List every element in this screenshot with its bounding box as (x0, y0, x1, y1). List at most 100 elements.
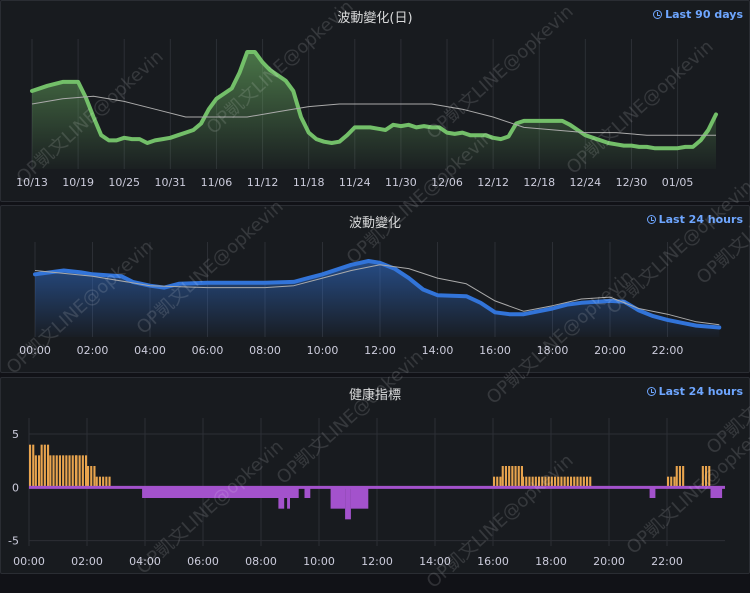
positive-bar (29, 444, 35, 488)
positive-bar-segment (504, 466, 507, 488)
positive-bar-segment (573, 476, 576, 488)
x-tick-label: 02:00 (71, 555, 103, 568)
x-tick-label: 10/25 (108, 176, 140, 189)
x-tick-label: 01/05 (662, 176, 694, 189)
time-range-picker[interactable]: Last 90 days (653, 8, 743, 21)
time-range-picker[interactable]: Last 24 hours (646, 385, 743, 398)
positive-bar-segment (670, 476, 673, 488)
time-range-picker[interactable]: Last 24 hours (646, 213, 743, 226)
negative-bar (304, 487, 311, 498)
clock-icon (646, 387, 656, 396)
panel-title[interactable]: 波動變化 (348, 216, 401, 231)
positive-bar-segment (47, 444, 50, 488)
positive-bar-segment (78, 455, 81, 488)
positive-bar-segment (557, 476, 560, 488)
positive-bar (701, 466, 711, 488)
positive-bar-segment (75, 455, 78, 488)
positive-bar-segment (550, 476, 553, 488)
positive-bar-segment (589, 476, 592, 488)
x-tick-label: 14:00 (422, 344, 454, 357)
positive-bar (675, 466, 685, 488)
x-tick-label: 00:00 (13, 555, 45, 568)
positive-bar (501, 466, 523, 488)
positive-bar-segment (544, 476, 547, 488)
positive-bar (34, 455, 41, 488)
positive-bar-segment (525, 476, 528, 488)
x-tick-label: 16:00 (479, 344, 511, 357)
positive-bar-segment (55, 455, 58, 488)
positive-bar-segment (514, 466, 517, 488)
negative-bar (362, 487, 369, 509)
panel-title[interactable]: 波動變化(日) (337, 11, 413, 26)
negative-bar-segment (649, 487, 656, 498)
negative-bar (330, 487, 346, 509)
positive-bar (40, 444, 50, 488)
negative-bar (710, 487, 723, 498)
x-tick-label: 12/18 (523, 176, 555, 189)
x-tick-label: 10/31 (154, 176, 186, 189)
positive-bar-segment (98, 476, 101, 488)
negative-bar-segment (345, 487, 351, 520)
positive-bar-segment (87, 466, 90, 488)
positive-bar-segment (32, 444, 35, 488)
x-tick-label: 11/30 (385, 176, 417, 189)
negative-bar-segment (304, 487, 311, 498)
positive-bar-segment (560, 476, 563, 488)
positive-bar-segment (520, 466, 523, 488)
negative-bar-segment (287, 487, 290, 509)
positive-bar-segment (511, 466, 514, 488)
positive-bar-segment (547, 476, 550, 488)
x-tick-label: 20:00 (593, 555, 625, 568)
positive-bar-segment (667, 476, 670, 488)
negative-bar-segment (278, 487, 285, 509)
x-tick-label: 10/19 (62, 176, 94, 189)
positive-bar-segment (43, 444, 46, 488)
positive-bar (49, 455, 77, 488)
x-tick-label: 08:00 (249, 344, 281, 357)
x-tick-label: 11/24 (339, 176, 371, 189)
positive-bar-segment (531, 476, 534, 488)
positive-bar-segment (49, 455, 52, 488)
x-tick-label: 12/30 (616, 176, 648, 189)
hourly-volatility-panel: 波動變化 Last 24 hours 00:00 02:00 04:00 06:00 0… (0, 205, 750, 373)
x-tick-label: 11/12 (247, 176, 279, 189)
negative-bar (345, 487, 351, 520)
positive-bar-segment (29, 444, 32, 488)
positive-bar-segment (58, 455, 61, 488)
x-tick-label: 06:00 (187, 555, 219, 568)
positive-bar (522, 476, 592, 488)
positive-bar-segment (501, 466, 504, 488)
positive-bar-segment (508, 466, 511, 488)
positive-bar-segment (538, 476, 541, 488)
panel-title[interactable]: 健康指標 (348, 388, 401, 403)
positive-bar-segment (34, 455, 37, 488)
positive-bar-segment (566, 476, 569, 488)
positive-bar-segment (517, 466, 520, 488)
negative-bar-segment (350, 487, 363, 509)
positive-bar-segment (68, 455, 71, 488)
clock-icon (653, 10, 663, 19)
positive-bar-segment (85, 455, 88, 488)
x-tick-label: 00:00 (19, 344, 51, 357)
positive-bar-segment (586, 476, 589, 488)
negative-bar (649, 487, 656, 498)
x-tick-label: 22:00 (651, 555, 683, 568)
positive-bar-segment (675, 466, 678, 488)
y-tick-label: 0 (12, 481, 19, 494)
positive-bar (95, 476, 111, 488)
negative-bar-segment (710, 487, 723, 498)
positive-bar-segment (534, 476, 537, 488)
negative-bar-segment (362, 487, 369, 509)
positive-bar-segment (705, 466, 708, 488)
series-line-1 (34, 264, 720, 326)
positive-bar-segment (522, 476, 525, 488)
negative-bar (350, 487, 363, 509)
x-tick-label: 10:00 (303, 555, 335, 568)
series-area-0 (35, 261, 720, 337)
x-tick-label: 04:00 (129, 555, 161, 568)
positive-bar-segment (71, 455, 74, 488)
x-tick-label: 10:00 (307, 344, 339, 357)
x-tick-label: 06:00 (192, 344, 224, 357)
positive-bar-segment (38, 455, 41, 488)
positive-bar (667, 476, 676, 488)
